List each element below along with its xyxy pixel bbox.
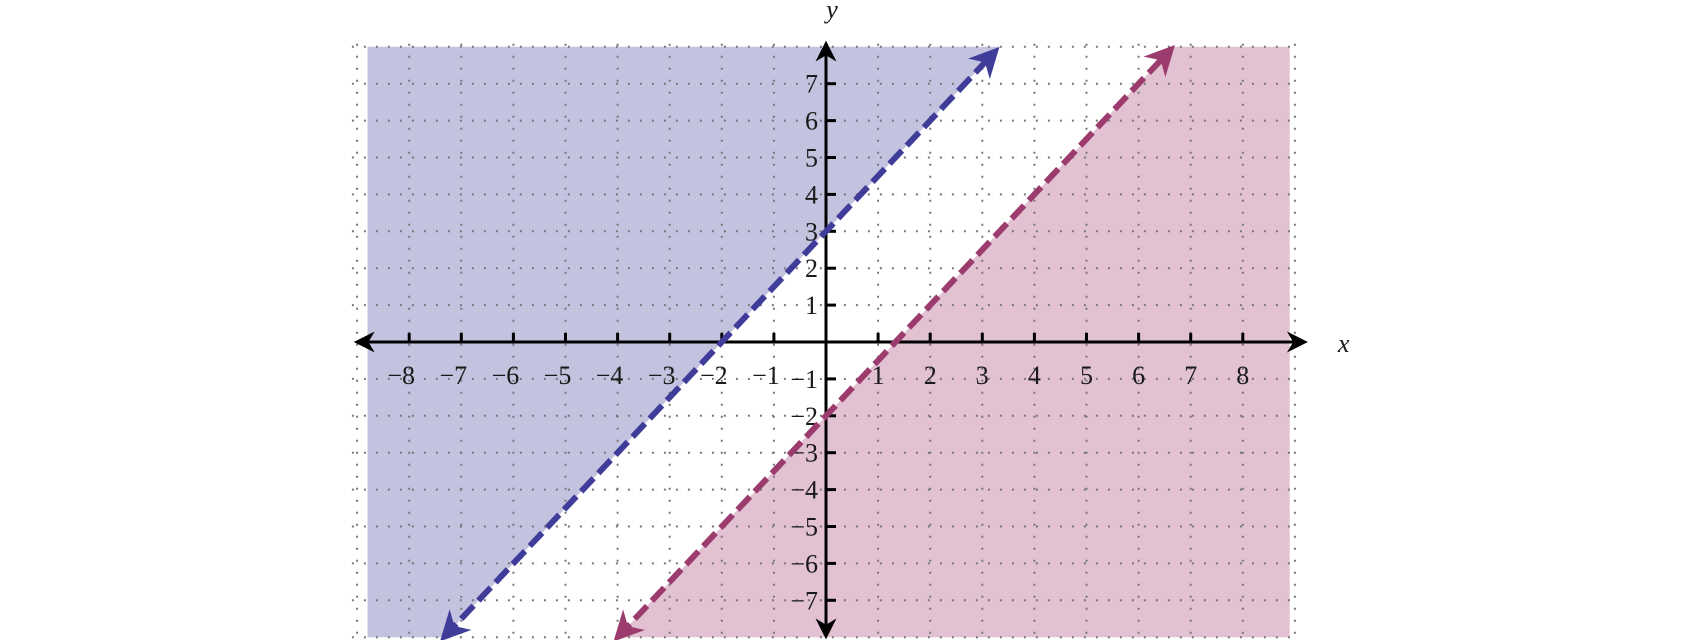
x-tick-label: 6: [1132, 361, 1145, 390]
y-tick-label: 1: [805, 291, 818, 320]
y-tick-label: −7: [790, 586, 818, 615]
x-tick-label: −2: [700, 361, 728, 390]
y-tick-label: 6: [805, 107, 818, 136]
x-tick-label: 2: [924, 361, 937, 390]
x-tick-label: −4: [596, 361, 624, 390]
x-tick-label: −7: [439, 361, 467, 390]
x-tick-label: −6: [492, 361, 520, 390]
y-tick-label: −6: [790, 549, 818, 578]
x-tick-label: 5: [1080, 361, 1093, 390]
x-tick-label: −3: [648, 361, 676, 390]
y-tick-label: −4: [790, 476, 818, 505]
x-tick-label: 8: [1236, 361, 1249, 390]
x-tick-label: 1: [872, 361, 885, 390]
y-tick-label: 4: [805, 180, 818, 209]
x-tick-label: 7: [1184, 361, 1197, 390]
x-tick-label: −5: [544, 361, 572, 390]
x-tick-label: 4: [1028, 361, 1041, 390]
y-tick-label: 2: [805, 254, 818, 283]
x-tick-label: −8: [387, 361, 415, 390]
y-axis-label: y: [823, 0, 838, 24]
y-tick-label: −5: [790, 513, 818, 542]
x-tick-label: 3: [976, 361, 989, 390]
x-axis-label: x: [1337, 329, 1350, 358]
boundary-line-2: [613, 45, 1176, 640]
y-tick-label: 7: [805, 70, 818, 99]
x-tick-label: −1: [752, 361, 780, 390]
y-tick-label: −1: [790, 365, 818, 394]
y-tick-label: 5: [805, 144, 818, 173]
